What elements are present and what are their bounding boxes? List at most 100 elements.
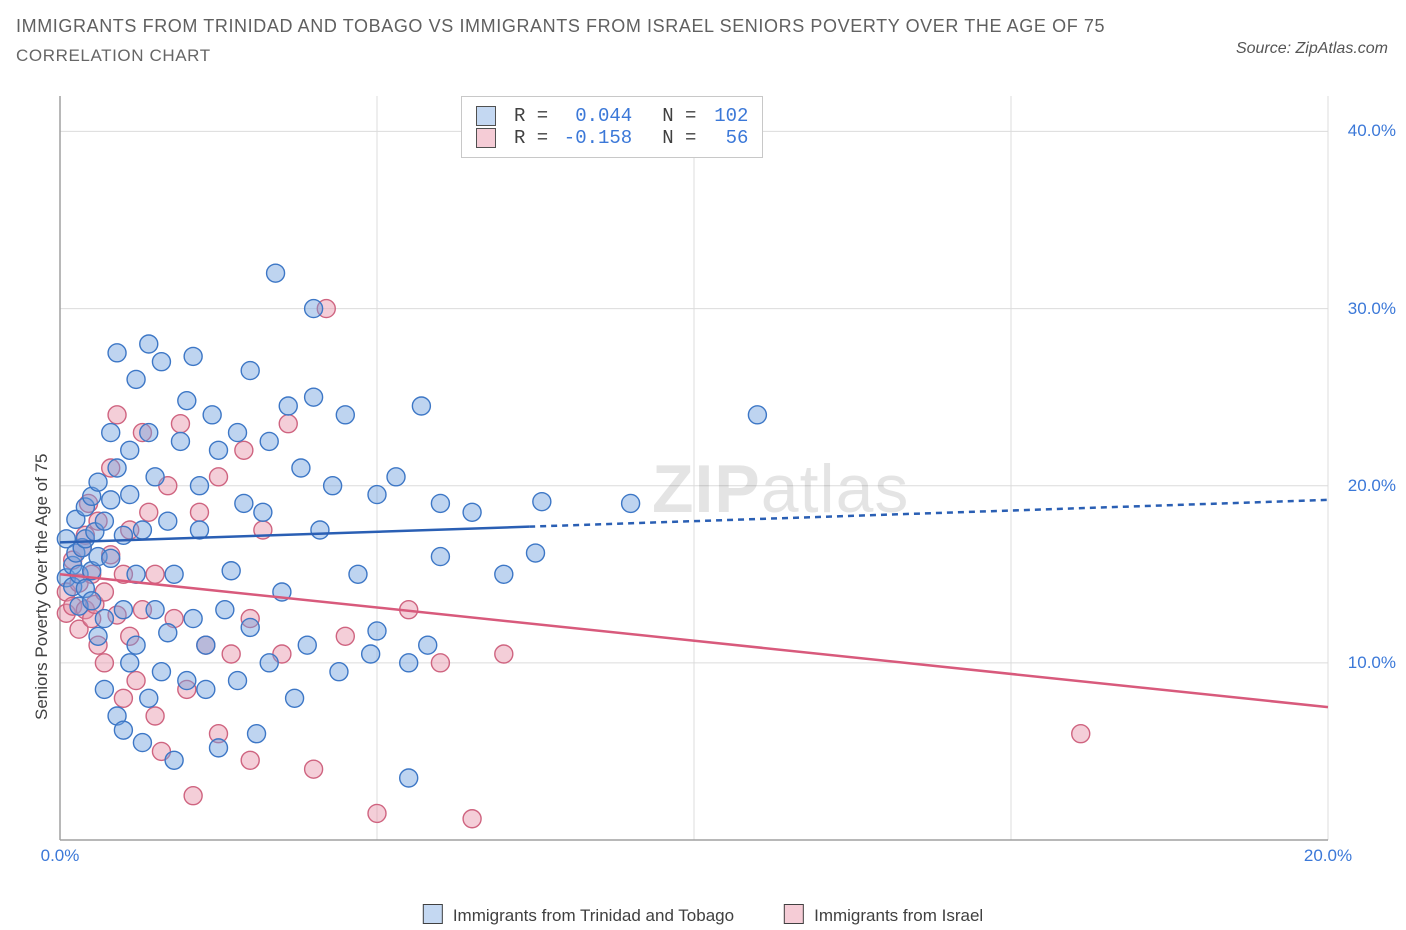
data-point <box>146 707 164 725</box>
data-point <box>114 721 132 739</box>
data-point <box>431 494 449 512</box>
r-value: -0.158 <box>556 127 632 149</box>
data-point <box>431 548 449 566</box>
data-point <box>533 493 551 511</box>
data-point <box>622 494 640 512</box>
data-point <box>229 672 247 690</box>
data-point <box>203 406 221 424</box>
data-point <box>1072 725 1090 743</box>
data-point <box>102 549 120 567</box>
data-point <box>495 645 513 663</box>
data-point <box>216 601 234 619</box>
data-point <box>254 503 272 521</box>
source-label: Source: ZipAtlas.com <box>1236 40 1388 58</box>
data-point <box>222 645 240 663</box>
data-point <box>305 388 323 406</box>
data-point <box>400 654 418 672</box>
data-point <box>133 734 151 752</box>
data-point <box>159 624 177 642</box>
data-point <box>279 397 297 415</box>
data-point <box>336 627 354 645</box>
data-point <box>336 406 354 424</box>
data-point <box>368 622 386 640</box>
chart-svg <box>42 90 1388 870</box>
y-tick-label: 40.0% <box>1348 121 1396 141</box>
data-point <box>171 415 189 433</box>
correlation-legend: R = 0.044 N = 102 R = -0.158 N = 56 <box>461 96 763 158</box>
n-value: 102 <box>704 105 748 127</box>
data-point <box>241 618 259 636</box>
data-point <box>190 477 208 495</box>
legend-item-trinidad: Immigrants from Trinidad and Tobago <box>423 904 734 926</box>
data-point <box>184 347 202 365</box>
data-point <box>260 432 278 450</box>
chart-title-line1: IMMIGRANTS FROM TRINIDAD AND TOBAGO VS I… <box>16 16 1105 37</box>
data-point <box>127 672 145 690</box>
data-point <box>108 459 126 477</box>
data-point <box>102 424 120 442</box>
data-point <box>463 810 481 828</box>
swatch-pink-icon <box>476 128 496 148</box>
data-point <box>89 473 107 491</box>
data-point <box>210 468 228 486</box>
data-point <box>305 760 323 778</box>
n-label: N = <box>662 105 696 127</box>
data-point <box>95 512 113 530</box>
data-point <box>121 486 139 504</box>
legend-label: Immigrants from Trinidad and Tobago <box>453 906 734 925</box>
data-point <box>292 459 310 477</box>
data-point <box>286 689 304 707</box>
data-point <box>146 468 164 486</box>
data-point <box>140 424 158 442</box>
y-tick-label: 10.0% <box>1348 653 1396 673</box>
y-tick-label: 30.0% <box>1348 299 1396 319</box>
data-point <box>146 601 164 619</box>
data-point <box>108 344 126 362</box>
data-point <box>89 627 107 645</box>
data-point <box>527 544 545 562</box>
data-point <box>83 592 101 610</box>
swatch-pink-icon <box>784 904 804 924</box>
r-label: R = <box>514 105 548 127</box>
data-point <box>190 503 208 521</box>
data-point <box>260 654 278 672</box>
data-point <box>127 370 145 388</box>
data-point <box>184 787 202 805</box>
data-point <box>140 689 158 707</box>
series-legend: Immigrants from Trinidad and Tobago Immi… <box>423 904 983 926</box>
chart-title-line2: CORRELATION CHART <box>16 46 211 66</box>
data-point <box>368 486 386 504</box>
data-point <box>102 491 120 509</box>
data-point <box>463 503 481 521</box>
data-point <box>419 636 437 654</box>
y-tick-label: 20.0% <box>1348 476 1396 496</box>
data-point <box>324 477 342 495</box>
data-point <box>178 672 196 690</box>
legend-label: Immigrants from Israel <box>814 906 983 925</box>
data-point <box>267 264 285 282</box>
data-point <box>311 521 329 539</box>
data-point <box>184 610 202 628</box>
swatch-blue-icon <box>476 106 496 126</box>
data-point <box>235 494 253 512</box>
data-point <box>121 654 139 672</box>
data-point <box>298 636 316 654</box>
correlation-row-2: R = -0.158 N = 56 <box>476 127 748 149</box>
data-point <box>241 751 259 769</box>
data-point <box>152 663 170 681</box>
data-point <box>748 406 766 424</box>
data-point <box>165 565 183 583</box>
data-point <box>140 503 158 521</box>
data-point <box>127 636 145 654</box>
data-point <box>146 565 164 583</box>
data-point <box>159 512 177 530</box>
data-point <box>305 300 323 318</box>
data-point <box>368 804 386 822</box>
data-point <box>431 654 449 672</box>
correlation-row-1: R = 0.044 N = 102 <box>476 105 748 127</box>
r-label: R = <box>514 127 548 149</box>
data-point <box>387 468 405 486</box>
swatch-blue-icon <box>423 904 443 924</box>
data-point <box>235 441 253 459</box>
legend-item-israel: Immigrants from Israel <box>784 904 983 926</box>
